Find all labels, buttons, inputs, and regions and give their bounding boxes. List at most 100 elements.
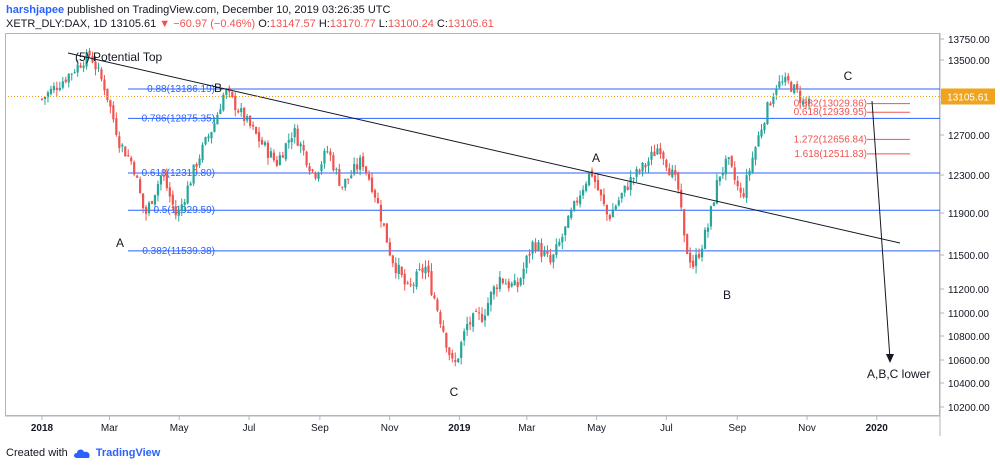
candle-body — [781, 81, 784, 83]
candle-body — [293, 127, 296, 138]
ext-level-label: 0.382(13029.86) — [794, 99, 867, 110]
candle-body — [278, 155, 281, 166]
candle-body — [626, 186, 629, 190]
candle-body — [807, 98, 811, 104]
chart-area[interactable]: 10200.00 10400.00 10600.00 10800.00 11000.00… — [5, 33, 995, 436]
candle-body — [121, 144, 124, 147]
price-chart[interactable]: 10200.00 10400.00 10600.00 10800.00 11000.00… — [5, 33, 995, 436]
candle-body — [549, 255, 552, 263]
symbol-label: XETR_DLY:DAX, 1D — [6, 18, 108, 30]
candle-body — [251, 124, 255, 127]
candle-body — [201, 144, 204, 160]
candle-body — [216, 114, 219, 125]
candle-body — [477, 312, 481, 314]
author-link[interactable]: harshjapee — [6, 4, 65, 16]
trendline[interactable] — [67, 52, 901, 244]
candle-body — [522, 268, 525, 279]
price-tick-label: 11900.00 — [948, 209, 989, 220]
candle-body — [483, 315, 487, 321]
tradingview-brand[interactable]: TradingView — [95, 447, 161, 459]
candle-body — [64, 79, 67, 82]
price-tick-label: 11500.00 — [948, 251, 989, 262]
candle-body — [504, 283, 507, 285]
price-tick-label: 12700.00 — [948, 131, 990, 142]
candle-body — [507, 281, 510, 289]
candle-body — [659, 148, 662, 155]
price-tick-label: 11000.00 — [948, 309, 989, 320]
candle-body — [760, 129, 763, 137]
candle-body — [210, 132, 213, 139]
candle-body — [382, 223, 386, 226]
candle-body — [635, 169, 638, 177]
candle-body — [314, 172, 317, 179]
candle-body — [457, 358, 460, 363]
candle-body — [430, 271, 433, 296]
wave-label: B — [723, 288, 731, 302]
fib-level-label: 0.786(12875.35) — [142, 113, 215, 124]
candle-body — [802, 100, 805, 105]
candle-body — [516, 282, 519, 288]
candle-body — [338, 169, 341, 186]
candle-body — [231, 91, 234, 97]
projection-arrow-line[interactable] — [871, 100, 891, 360]
candle-body — [55, 87, 58, 90]
candle-body — [341, 186, 344, 188]
candle-body — [370, 177, 374, 192]
publish-info: published on TradingView.com, December 1… — [67, 4, 391, 16]
candle-body — [671, 169, 674, 178]
candle-body — [70, 73, 73, 75]
candle-body — [561, 236, 564, 243]
candle-body — [703, 229, 707, 249]
time-tick-label: Jul — [660, 423, 673, 434]
candle-body — [52, 86, 55, 91]
candle-body — [394, 262, 397, 274]
high-label: H: — [318, 18, 330, 30]
candle-body — [85, 51, 88, 67]
high-value: 13170.77 — [329, 18, 376, 30]
fib-level-label: 0.382(11539.38) — [142, 246, 215, 257]
candle-body — [159, 175, 163, 185]
candle-body — [171, 194, 174, 205]
candle-body — [356, 164, 359, 170]
candle-body — [567, 215, 570, 228]
candle-body — [88, 50, 91, 56]
price-tick-label: 10400.00 — [948, 379, 990, 390]
candle-body — [712, 202, 716, 206]
candle-body — [519, 278, 522, 286]
candle-body — [326, 151, 329, 153]
candle-body — [757, 135, 760, 147]
candle-body — [46, 92, 50, 98]
candle-body — [43, 96, 47, 100]
candle-body — [424, 266, 427, 274]
candle-body — [460, 342, 463, 358]
candle-body — [127, 155, 130, 157]
time-axis: 2018 Mar May Jul Sep Nov 2019 Mar May Jul Sep Nov 20… — [31, 416, 888, 434]
candle-body — [225, 89, 228, 95]
candle-body — [677, 173, 680, 190]
candle-body — [796, 84, 799, 90]
candle-body — [638, 170, 641, 172]
candle-body — [617, 200, 620, 206]
candle-body — [406, 282, 409, 284]
candle-body — [344, 178, 347, 188]
candle-body — [246, 116, 249, 121]
fib-level-label: 0.88(13186.19) — [147, 84, 215, 95]
open-value: 13147.57 — [269, 18, 316, 30]
wave-label: A,B,C lower — [867, 367, 930, 381]
candle-body — [766, 102, 769, 124]
candle-body — [391, 255, 394, 264]
candle-body — [275, 160, 278, 166]
candle-body — [397, 264, 400, 274]
candle-body — [608, 215, 611, 219]
chart-footer: Created with TradingView — [6, 445, 160, 461]
low-label: L: — [378, 18, 388, 30]
created-with-label: Created with — [6, 447, 68, 459]
candle-body — [144, 207, 148, 214]
candle-body — [718, 176, 721, 182]
wave-label: C — [844, 69, 853, 83]
candle-body — [222, 94, 225, 111]
candle-body — [58, 87, 61, 91]
candle-body — [558, 241, 561, 246]
candle-body — [528, 253, 531, 256]
candle-body — [492, 286, 496, 295]
